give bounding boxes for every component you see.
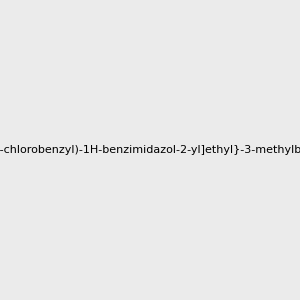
Text: N-{2-[1-(2-chlorobenzyl)-1H-benzimidazol-2-yl]ethyl}-3-methylbenzamide: N-{2-[1-(2-chlorobenzyl)-1H-benzimidazol…: [0, 145, 300, 155]
